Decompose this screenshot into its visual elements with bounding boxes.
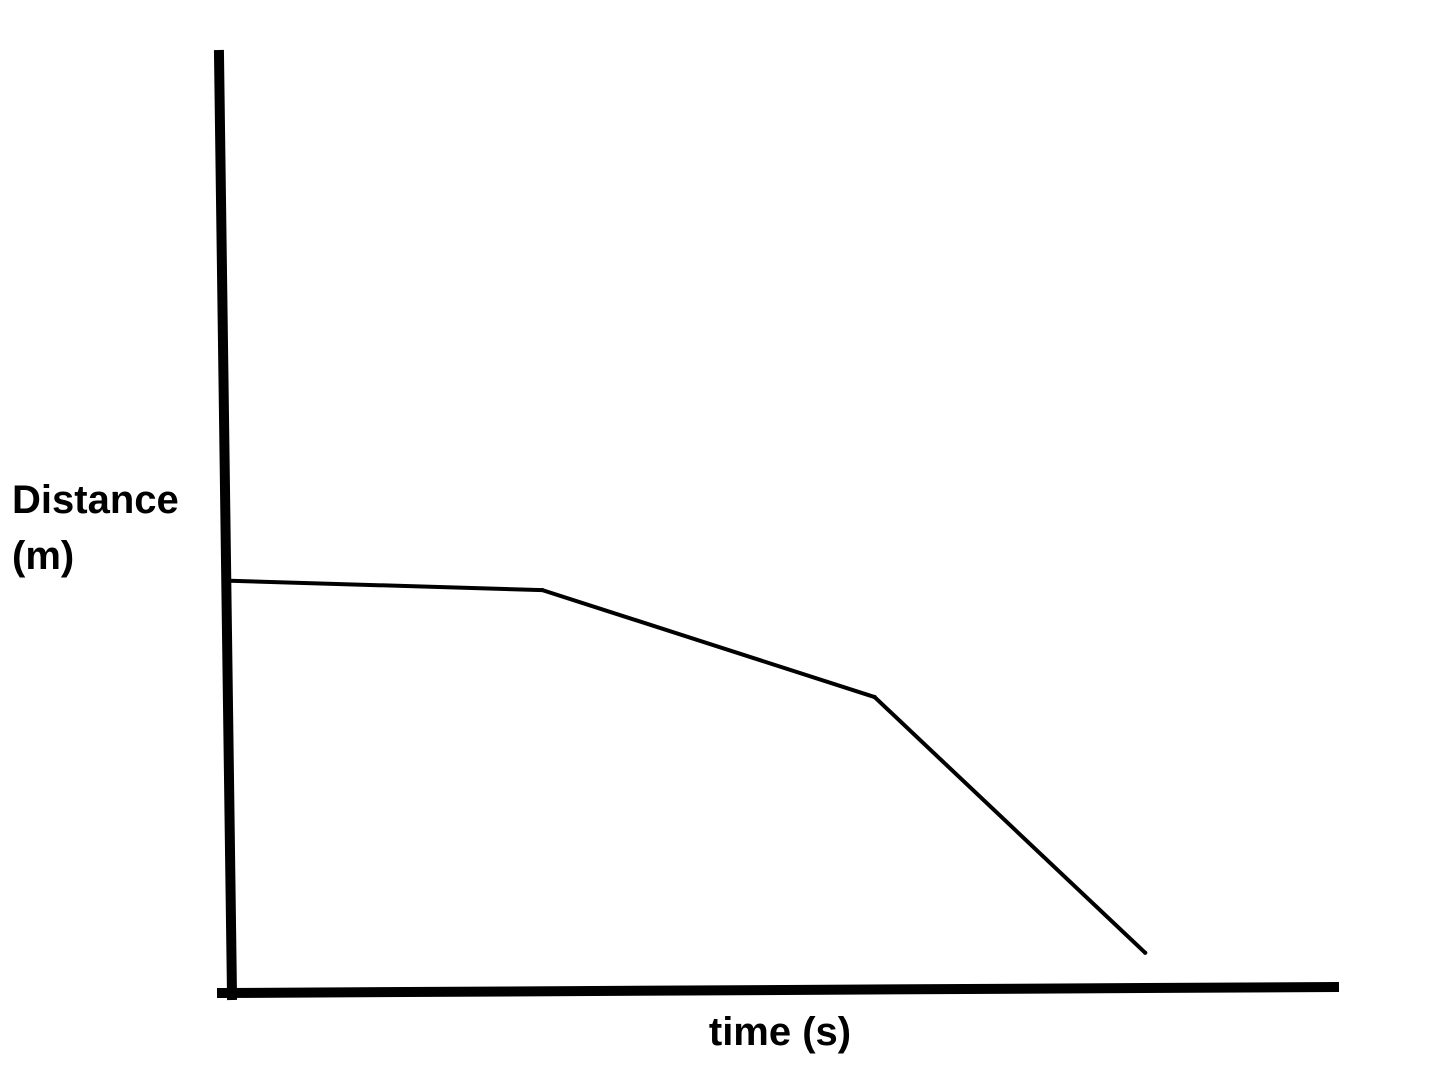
series-0-point-3: [1143, 950, 1148, 955]
series-0-point-0: [228, 578, 232, 583]
series-0-segment-1: [540, 588, 877, 700]
x-axis: [216, 981, 1340, 999]
series-0-point-1: [540, 588, 545, 593]
y-axis-label-line-1: Distance: [12, 478, 179, 522]
y-axis-label: Distance (m): [12, 472, 222, 584]
x-axis-label: time (s): [708, 1010, 852, 1054]
series-0-point-2: [872, 695, 877, 700]
series-0-segment-2: [872, 695, 1148, 955]
y-axis-label-line-2: (m): [12, 534, 75, 578]
y-axis: [213, 49, 238, 1001]
series-0-segment-0: [228, 578, 545, 593]
series-layer: [228, 578, 1148, 955]
